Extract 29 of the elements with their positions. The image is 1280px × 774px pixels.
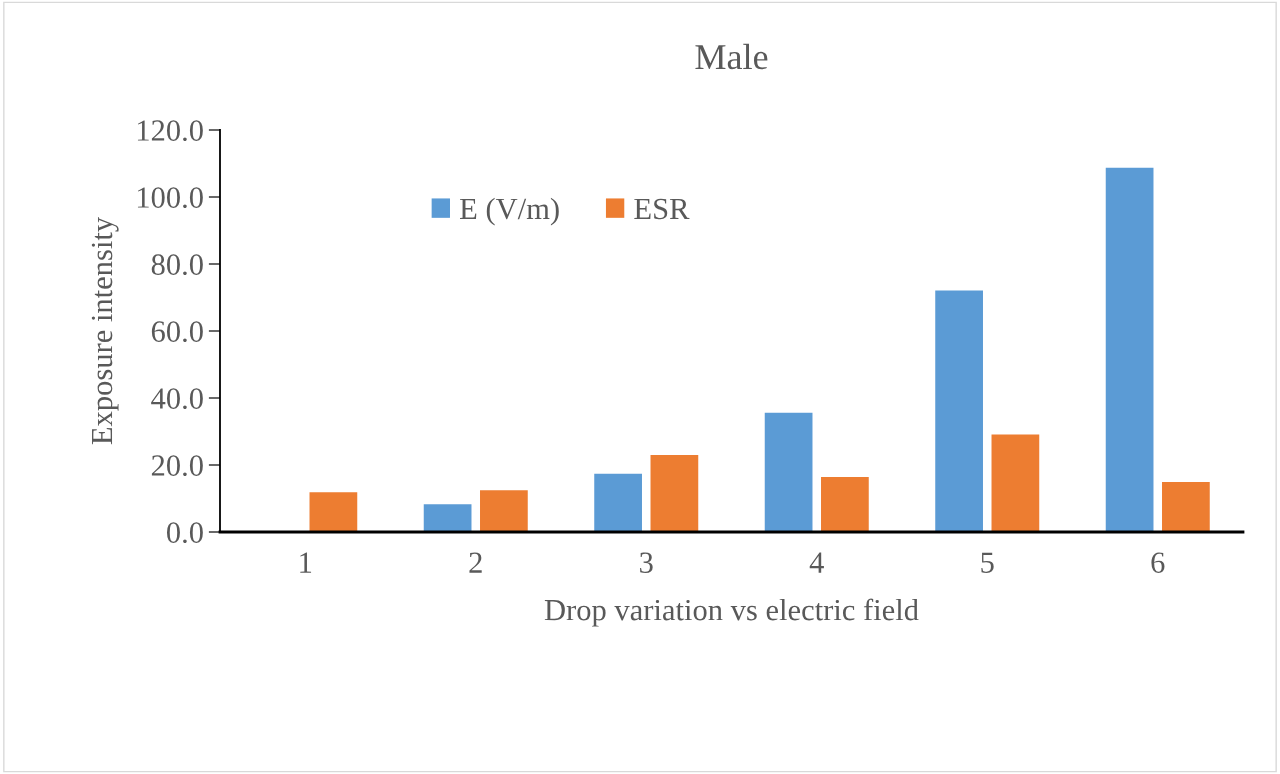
legend-label: ESR bbox=[634, 198, 690, 220]
y-tick-label: 0.0 bbox=[167, 522, 203, 544]
x-tick-label: 4 bbox=[809, 552, 824, 573]
bar bbox=[1162, 482, 1210, 532]
bar bbox=[935, 290, 983, 532]
y-tick-label: 100.0 bbox=[137, 187, 203, 209]
bar bbox=[480, 490, 528, 532]
x-tick-label: 1 bbox=[300, 552, 312, 573]
x-tick-label: 6 bbox=[1151, 552, 1165, 573]
y-tick-label: 80.0 bbox=[151, 254, 203, 276]
chart-title: Male bbox=[695, 43, 768, 70]
bar bbox=[594, 473, 642, 532]
x-axis-title: Drop variation vs electric field bbox=[544, 598, 919, 627]
bar bbox=[991, 434, 1040, 532]
x-tick-label: 3 bbox=[640, 552, 653, 573]
y-tick-label: 20.0 bbox=[151, 455, 203, 477]
bar bbox=[1105, 167, 1154, 532]
x-tick-label: 5 bbox=[981, 552, 994, 573]
y-tick-label: 60.0 bbox=[151, 321, 203, 343]
bar bbox=[309, 492, 358, 532]
x-tick-label: 2 bbox=[469, 552, 482, 573]
bar bbox=[821, 477, 869, 532]
bar bbox=[423, 504, 472, 532]
bar bbox=[764, 412, 813, 532]
legend-label: E (V/m) bbox=[460, 197, 559, 226]
y-tick-label: 120.0 bbox=[137, 120, 203, 142]
y-tick-label: 40.0 bbox=[151, 388, 203, 410]
bar bbox=[650, 454, 699, 532]
y-axis-title: Exposure intensity bbox=[91, 216, 119, 445]
